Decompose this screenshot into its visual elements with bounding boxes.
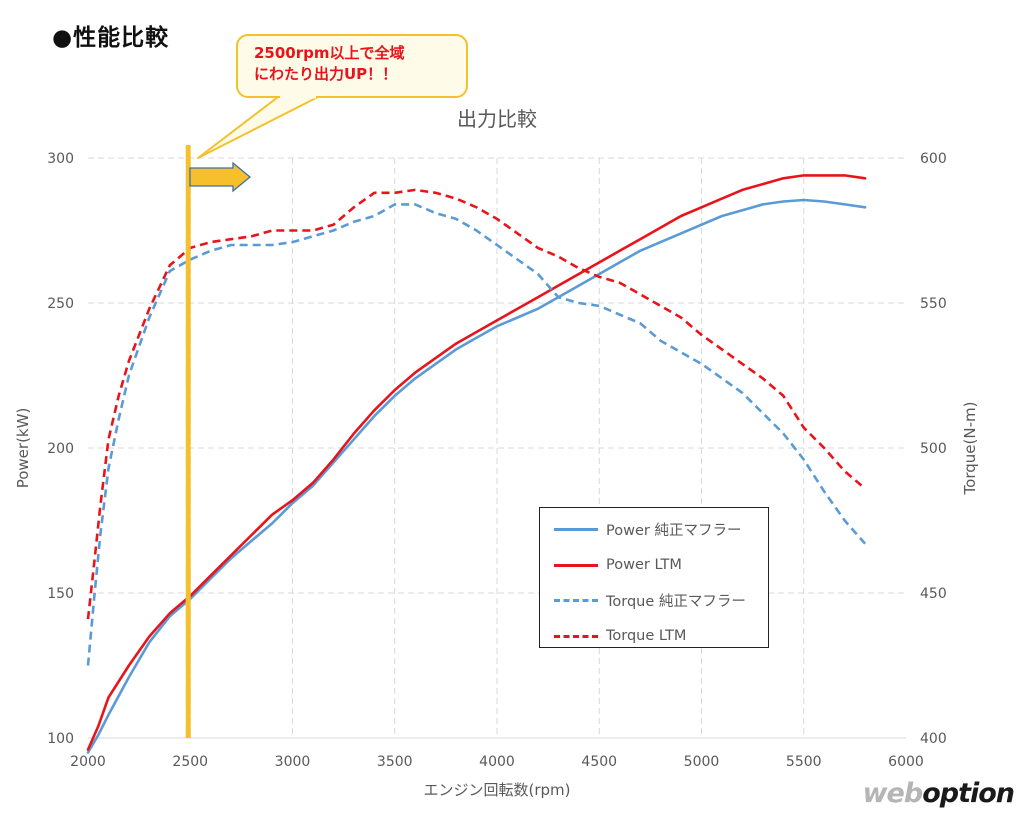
y-tick-label: 200 bbox=[47, 441, 74, 457]
right-arrow-icon bbox=[189, 161, 252, 193]
legend-swatch-power-ltm bbox=[554, 563, 598, 567]
series-line-2 bbox=[86, 174, 867, 751]
callout-box: 2500rpm以上で全域 にわたり出力UP！！ bbox=[236, 34, 468, 98]
x-tick-label: 5500 bbox=[786, 754, 822, 770]
logo-part-option: option bbox=[922, 778, 1015, 809]
x-axis-label: エンジン回転数(rpm) bbox=[423, 781, 570, 799]
legend-label-torque-ltm: Torque LTM bbox=[606, 628, 687, 645]
y2-tick-label: 500 bbox=[920, 441, 947, 457]
series-line-4 bbox=[86, 188, 866, 620]
legend-swatch-torque-ltm bbox=[554, 634, 598, 638]
section-title: ●性能比較 bbox=[52, 25, 170, 51]
legend-swatch-torque-stock bbox=[554, 599, 598, 603]
y2-tick-label: 600 bbox=[920, 151, 947, 167]
callout-line-2: にわたり出力UP！！ bbox=[254, 65, 398, 83]
chart-legend: Power 純正マフラー Power LTM Torque 純正マフラー Tor… bbox=[539, 507, 769, 648]
x-tick-label: 3000 bbox=[275, 754, 311, 770]
y-tick-label: 300 bbox=[47, 151, 74, 167]
x-tick-label: 5000 bbox=[684, 754, 720, 770]
y2-tick-label: 550 bbox=[920, 296, 947, 312]
logo-part-web: web bbox=[862, 778, 924, 809]
legend-item-power-ltm: Power LTM bbox=[540, 548, 768, 584]
legend-item-torque-ltm: Torque LTM bbox=[540, 619, 768, 655]
legend-label-torque-stock: Torque 純正マフラー bbox=[606, 594, 746, 611]
chart-title: 出力比較 bbox=[457, 107, 537, 131]
weboption-logo: weboption bbox=[862, 778, 1015, 809]
x-tick-label: 6000 bbox=[888, 754, 924, 770]
y2-tick-label: 450 bbox=[920, 586, 947, 602]
legend-label-power-stock: Power 純正マフラー bbox=[606, 523, 742, 540]
legend-item-torque-stock: Torque 純正マフラー bbox=[540, 583, 768, 619]
x-tick-label: 2500 bbox=[172, 754, 208, 770]
y-axis-label: Power(kW) bbox=[14, 408, 32, 489]
x-tick-label: 2000 bbox=[70, 754, 106, 770]
series-line-3 bbox=[86, 203, 867, 666]
y2-axis-label: Torque(N-m) bbox=[961, 402, 979, 496]
series-line-1 bbox=[86, 198, 867, 754]
x-tick-label: 3500 bbox=[377, 754, 413, 770]
legend-item-power-stock: Power 純正マフラー bbox=[540, 512, 768, 548]
y-tick-label: 150 bbox=[47, 586, 74, 602]
x-tick-label: 4000 bbox=[479, 754, 515, 770]
legend-label-power-ltm: Power LTM bbox=[606, 557, 682, 574]
x-tick-label: 4500 bbox=[581, 754, 617, 770]
y-tick-label: 100 bbox=[47, 731, 74, 747]
y2-tick-label: 400 bbox=[920, 731, 947, 747]
legend-swatch-power-stock bbox=[554, 528, 598, 532]
callout-pointer bbox=[197, 96, 319, 159]
callout-line-1: 2500rpm以上で全域 bbox=[254, 44, 405, 62]
y-tick-label: 250 bbox=[47, 296, 74, 312]
